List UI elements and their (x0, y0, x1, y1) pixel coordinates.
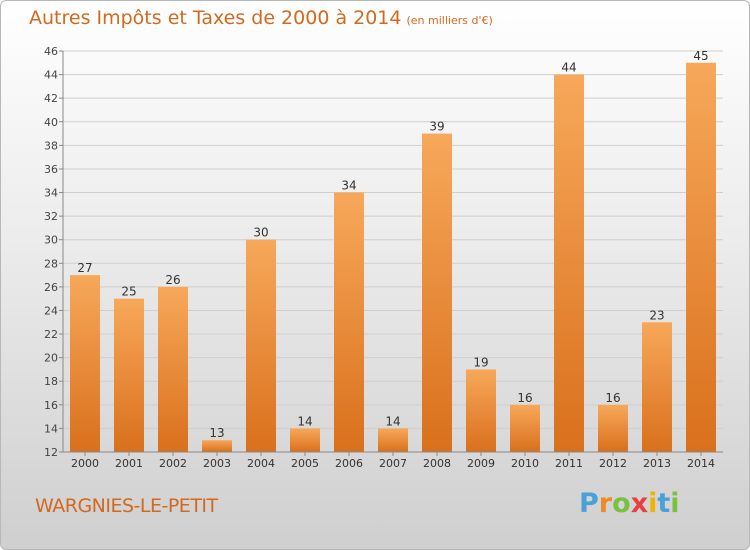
y-tick-label: 28 (44, 257, 58, 270)
bar-value-label: 34 (341, 179, 356, 193)
y-tick-label: 36 (44, 163, 58, 176)
chart-subtitle: (en milliers d'€) (406, 14, 493, 27)
x-tick-label: 2011 (555, 457, 583, 470)
bar-value-label: 26 (165, 273, 180, 287)
bar-value-label: 23 (649, 308, 664, 322)
logo-letter: i (648, 488, 658, 519)
x-tick-label: 2014 (687, 457, 715, 470)
bar (246, 239, 276, 452)
y-tick-label: 20 (44, 352, 58, 365)
y-tick-label: 38 (44, 139, 58, 152)
logo-letter: P (579, 488, 599, 519)
bar-value-label: 19 (473, 355, 488, 369)
y-tick-label: 26 (44, 281, 58, 294)
x-tick-label: 2010 (511, 457, 539, 470)
bar-value-label: 16 (605, 391, 620, 405)
logo-letter: x (630, 488, 649, 519)
bar (202, 440, 232, 452)
bar-value-label: 14 (385, 414, 400, 428)
bar (598, 404, 628, 452)
y-tick-label: 30 (44, 234, 58, 247)
y-tick-label: 12 (44, 446, 58, 459)
bar-value-label: 25 (121, 285, 136, 299)
x-tick-label: 2003 (203, 457, 231, 470)
x-tick-label: 2009 (467, 457, 495, 470)
bar (70, 275, 100, 452)
y-tick-label: 34 (44, 187, 58, 200)
data-labels: 27 25 26 13 30 14 34 14 39 19 16 44 16 23 45 (77, 49, 708, 440)
x-tick-label: 2012 (599, 457, 627, 470)
y-tick-label: 16 (44, 399, 58, 412)
x-tick-label: 2007 (379, 457, 407, 470)
y-axis-ticks: 12 14 16 18 20 22 24 26 28 30 32 34 36 38 40 42 44 46 (44, 45, 63, 459)
y-tick-label: 42 (44, 92, 58, 105)
y-tick-label: 44 (44, 69, 58, 82)
bar (334, 192, 364, 452)
bar-value-label: 44 (561, 61, 576, 75)
title-text: Autres Impôts et Taxes de 2000 à 2014 (29, 7, 402, 29)
logo-letter: r (598, 488, 613, 519)
city-name: WARGNIES-LE-PETIT (35, 495, 218, 517)
x-tick-label: 2000 (71, 457, 99, 470)
bar (378, 428, 408, 452)
x-axis-ticks: 2000 2001 2002 2003 2004 2005 2006 2007 2008 2009… (71, 452, 715, 470)
x-tick-label: 2002 (159, 457, 187, 470)
y-tick-label: 18 (44, 375, 58, 388)
bar (158, 286, 188, 452)
bar-value-label: 39 (429, 120, 444, 134)
x-tick-label: 2013 (643, 457, 671, 470)
bar (510, 404, 540, 452)
logo-letter: t (657, 488, 671, 519)
bar-value-label: 45 (693, 49, 708, 63)
proxiti-logo[interactable]: Proxiti (579, 488, 680, 519)
y-tick-label: 14 (44, 422, 58, 435)
chart-title: Autres Impôts et Taxes de 2000 à 2014 (en… (29, 7, 493, 29)
bar (422, 133, 452, 452)
logo-letter: o (612, 488, 631, 519)
bar (642, 322, 672, 452)
logo-letter: i (670, 488, 680, 519)
bar-value-label: 27 (77, 261, 92, 275)
bars (70, 62, 716, 453)
bar-value-label: 30 (253, 226, 268, 240)
x-tick-label: 2004 (247, 457, 275, 470)
x-tick-label: 2001 (115, 457, 143, 470)
x-tick-label: 2008 (423, 457, 451, 470)
bar (290, 428, 320, 452)
bar (114, 298, 144, 452)
y-tick-label: 24 (44, 304, 58, 317)
bar (686, 62, 716, 452)
bar-value-label: 14 (297, 414, 312, 428)
y-tick-label: 22 (44, 328, 58, 341)
bar-value-label: 16 (517, 391, 532, 405)
bar (466, 369, 496, 452)
bar (554, 74, 584, 453)
x-tick-label: 2005 (291, 457, 319, 470)
y-tick-label: 46 (44, 45, 58, 58)
x-tick-label: 2006 (335, 457, 363, 470)
bar-value-label: 13 (209, 426, 224, 440)
y-tick-label: 40 (44, 116, 58, 129)
y-tick-label: 32 (44, 210, 58, 223)
